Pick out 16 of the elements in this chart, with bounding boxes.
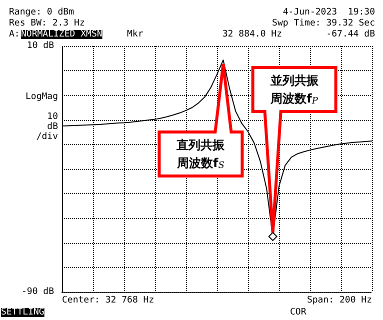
text: Swp Time: 39.32 Sec — [272, 18, 375, 28]
text: -67.44 dB — [326, 30, 375, 40]
text: SETTLING — [1, 308, 44, 318]
text: Res BW: 2.3 Hz — [9, 18, 85, 28]
text: Center: 32 768 Hz — [62, 296, 154, 306]
text: Mkr — [127, 30, 144, 40]
text: NORMALIZED XMSN — [21, 30, 102, 40]
text: A: — [9, 30, 20, 40]
text: 4-Jun-2023 19:30 — [282, 8, 375, 18]
text: Range: 0 dBm — [9, 8, 74, 18]
text: 32 884.0 Hz — [222, 30, 282, 40]
y-tick-label: -90 dB — [21, 287, 54, 297]
text: COR — [290, 308, 307, 318]
y-tick-label: 10 dB — [26, 41, 54, 51]
y-axis-title: LogMag 10 dB /div — [25, 92, 58, 142]
text: Span: 200 Hz — [306, 296, 372, 306]
